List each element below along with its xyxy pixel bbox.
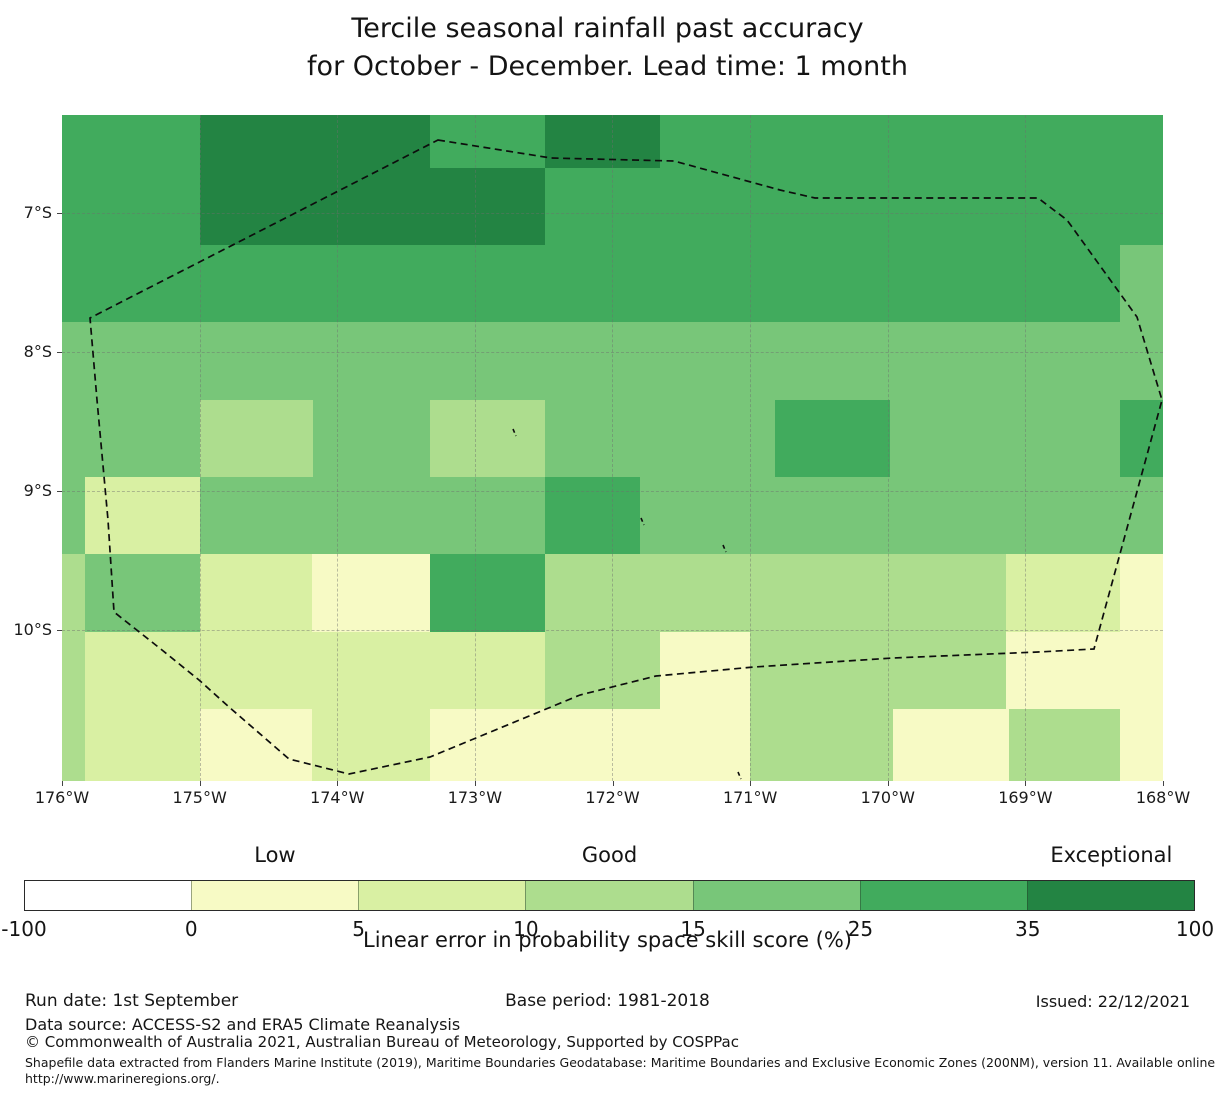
chart-title-line1: Tercile seasonal rainfall past accuracy: [0, 10, 1215, 48]
chart-title-line2: for October - December. Lead time: 1 mon…: [0, 48, 1215, 86]
x-tick-label: 169°W: [998, 788, 1052, 807]
eez-boundary-path: [90, 140, 1162, 774]
x-tick-label: 176°W: [35, 788, 89, 807]
y-tick-label: 10°S: [0, 620, 52, 639]
y-tick-label: 8°S: [0, 342, 52, 361]
x-tick-mark: [750, 781, 751, 786]
y-tick-label: 9°S: [0, 481, 52, 500]
eez-boundary-overlay: [62, 115, 1163, 781]
x-tick-mark: [1025, 781, 1026, 786]
x-tick-mark: [200, 781, 201, 786]
y-tick-mark: [57, 352, 62, 353]
x-tick-label: 171°W: [723, 788, 777, 807]
figure: Tercile seasonal rainfall past accuracy …: [0, 0, 1215, 1095]
eez-boundary-fragments: [513, 429, 741, 779]
eez-fragment-mark: [723, 545, 726, 552]
colorbar-segment--100-0: [25, 881, 191, 910]
colorbar: [24, 880, 1195, 911]
x-tick-mark: [1163, 781, 1164, 786]
x-tick-mark: [888, 781, 889, 786]
y-tick-mark: [57, 630, 62, 631]
eez-fragment-mark: [738, 772, 741, 779]
issued-date-text: Issued: 22/12/2021: [1036, 992, 1190, 1011]
colorbar-segment-0-5: [191, 881, 358, 910]
eez-fragment-mark: [513, 429, 516, 436]
data-source-text: Data source: ACCESS-S2 and ERA5 Climate …: [25, 1015, 460, 1034]
shapefile-attribution-line1: Shapefile data extracted from Flanders M…: [25, 1055, 1215, 1070]
y-tick-mark: [57, 213, 62, 214]
chart-title: Tercile seasonal rainfall past accuracy …: [0, 10, 1215, 86]
eez-fragment-mark: [641, 518, 644, 525]
colorbar-label-exceptional: Exceptional: [1050, 843, 1172, 867]
x-tick-label: 168°W: [1136, 788, 1190, 807]
x-tick-label: 172°W: [585, 788, 639, 807]
colorbar-segment-25-35: [860, 881, 1027, 910]
colorbar-segment-15-25: [693, 881, 860, 910]
colorbar-segment-35-100: [1027, 881, 1194, 910]
shapefile-attribution-url: http://www.marineregions.org/.: [25, 1071, 220, 1086]
x-tick-mark: [613, 781, 614, 786]
x-tick-label: 170°W: [861, 788, 915, 807]
colorbar-label-good: Good: [582, 843, 637, 867]
map-plot-area: [62, 115, 1163, 781]
y-tick-label: 7°S: [0, 203, 52, 222]
x-tick-label: 174°W: [310, 788, 364, 807]
copyright-text: © Commonwealth of Australia 2021, Austra…: [25, 1033, 739, 1051]
colorbar-segment-5-10: [358, 881, 525, 910]
x-tick-mark: [62, 781, 63, 786]
colorbar-segment-10-15: [525, 881, 692, 910]
y-tick-mark: [57, 491, 62, 492]
base-period-text: Base period: 1981-2018: [0, 991, 1215, 1011]
x-tick-mark: [475, 781, 476, 786]
x-tick-mark: [337, 781, 338, 786]
colorbar-axis-label: Linear error in probability space skill …: [0, 928, 1215, 952]
x-tick-label: 175°W: [172, 788, 226, 807]
colorbar-label-low: Low: [254, 843, 295, 867]
x-tick-label: 173°W: [448, 788, 502, 807]
